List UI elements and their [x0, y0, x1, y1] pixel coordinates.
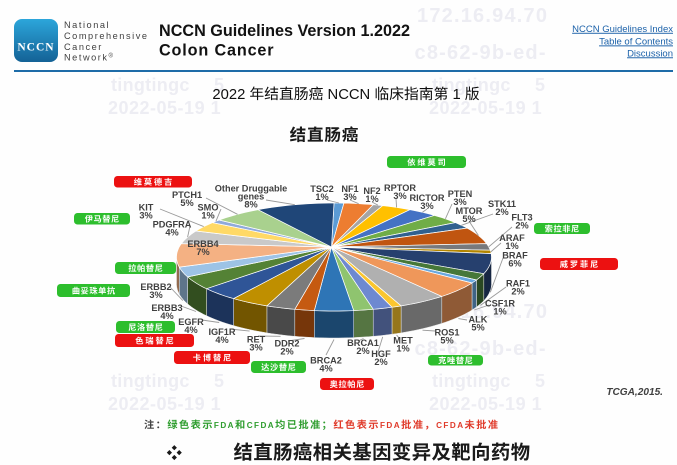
svg-text:1: 1 [448, 87, 464, 103]
svg-text:FDA: FDA [214, 421, 235, 430]
svg-text:2022-05-19 1: 2022-05-19 1 [429, 98, 542, 118]
svg-text:Discussion: Discussion [627, 48, 673, 59]
svg-text:2022-05-19 1: 2022-05-19 1 [108, 394, 221, 414]
svg-text:CFDA: CFDA [436, 421, 464, 430]
svg-text:5: 5 [535, 371, 545, 391]
svg-text:FDA: FDA [380, 421, 401, 430]
svg-text:Cancer: Cancer [64, 42, 103, 52]
svg-text:tingtingc: tingtingc [111, 371, 190, 391]
svg-text:5: 5 [535, 75, 545, 95]
svg-text:2022-05-19 1: 2022-05-19 1 [108, 98, 221, 118]
svg-text:Table of Contents: Table of Contents [599, 36, 673, 47]
svg-text:NCCN Guidelines Index: NCCN Guidelines Index [572, 24, 673, 35]
svg-text:NCCN Guidelines Version 1.2022: NCCN Guidelines Version 1.2022 [159, 22, 410, 40]
svg-text:Comprehensive: Comprehensive [64, 31, 149, 41]
svg-text:TCGA,2015.: TCGA,2015. [606, 387, 663, 398]
svg-text:NCCN: NCCN [17, 42, 54, 54]
svg-text:tingtingc: tingtingc [432, 75, 511, 95]
svg-text:5: 5 [214, 75, 224, 95]
svg-text:5: 5 [214, 371, 224, 391]
svg-text:tingtingc: tingtingc [432, 371, 511, 391]
svg-text:Network®: Network® [64, 53, 114, 63]
svg-text:NCCN: NCCN [323, 87, 374, 103]
svg-text:Colon Cancer: Colon Cancer [159, 41, 274, 59]
svg-text:c8-62-9b-ed-: c8-62-9b-ed- [415, 42, 547, 64]
svg-text:tingtingc: tingtingc [111, 75, 190, 95]
svg-text:2022: 2022 [212, 87, 249, 103]
svg-text:c8-62-9b-ed-: c8-62-9b-ed- [415, 338, 547, 360]
svg-text:172.16.94.70: 172.16.94.70 [417, 5, 548, 27]
svg-text:National: National [64, 20, 110, 30]
svg-text:CFDA: CFDA [247, 421, 275, 430]
svg-text:2022-05-19 1: 2022-05-19 1 [429, 394, 542, 414]
